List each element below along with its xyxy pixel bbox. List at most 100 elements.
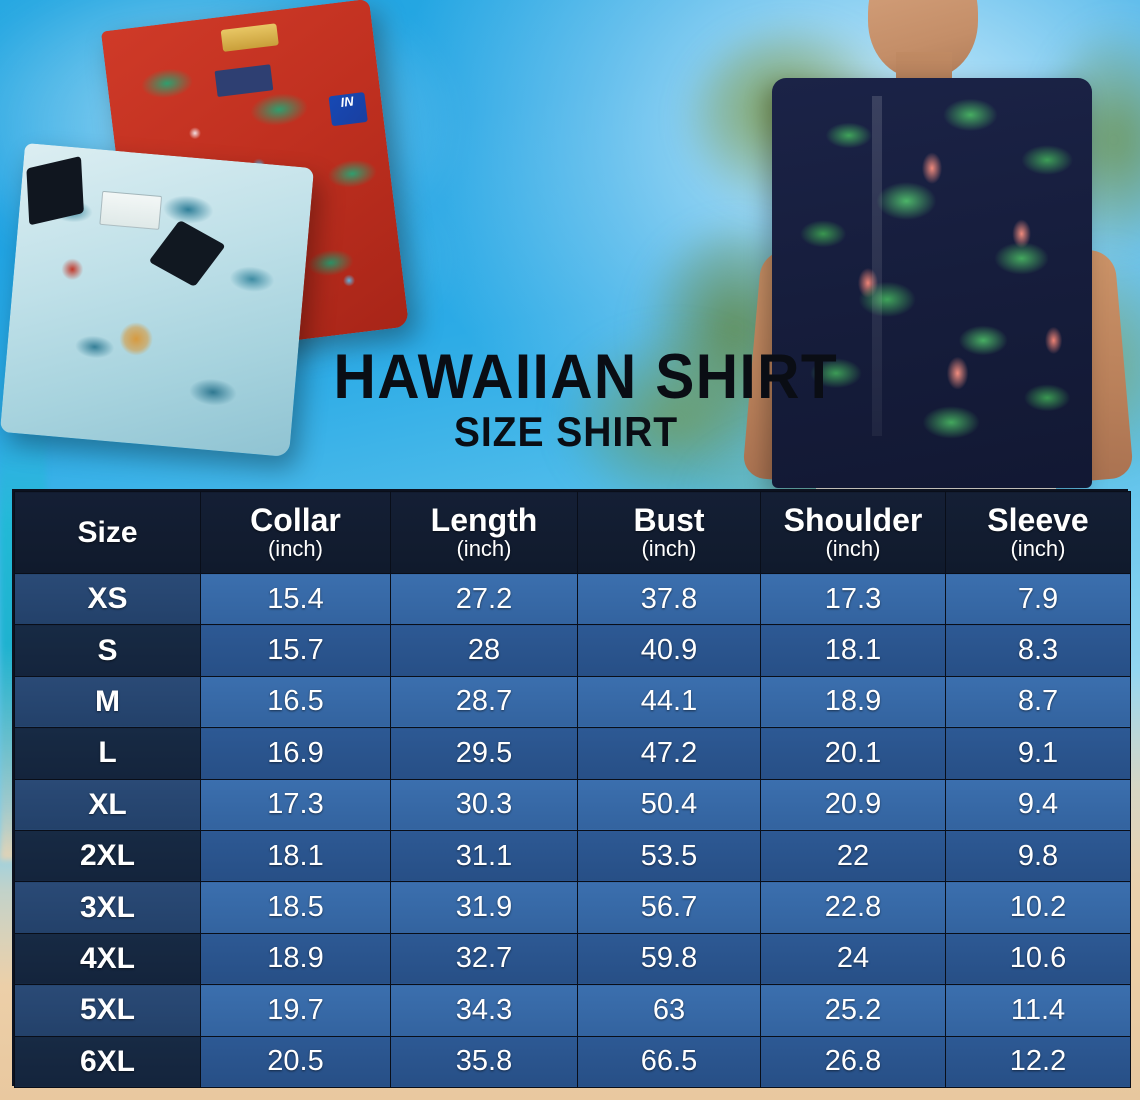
column-header-bust-unit: (inch) — [641, 535, 697, 561]
column-header-sleeve-label: Sleeve — [987, 501, 1089, 538]
cell-bust: 59.8 — [577, 932, 761, 986]
column-header-bust-label: Bust — [633, 501, 705, 538]
cell-length: 35.8 — [390, 1035, 578, 1088]
table-row: XS 15.4 27.2 37.8 17.3 7.9 — [14, 572, 1131, 626]
cell-length: 30.3 — [390, 778, 578, 831]
table-row: S 15.7 28 40.9 18.1 8.3 — [14, 624, 1131, 677]
cell-size: 3XL — [14, 881, 201, 934]
column-header-collar-label: Collar — [250, 501, 341, 538]
poster-title-block: HAWAIIAN SHIRT SIZE SHIRT — [316, 342, 839, 455]
cell-sleeve: 10.2 — [945, 881, 1131, 934]
table-row: L 16.9 29.5 47.2 20.1 9.1 — [14, 727, 1131, 780]
cell-size: 5XL — [14, 984, 201, 1037]
cell-size: S — [14, 624, 201, 677]
cell-collar: 18.9 — [200, 932, 391, 986]
column-header-sleeve-unit: (inch) — [1010, 535, 1066, 561]
column-header-shoulder: Shoulder (inch) — [760, 491, 946, 574]
cell-collar: 20.5 — [200, 1035, 391, 1088]
cell-collar: 16.9 — [200, 727, 391, 780]
cell-sleeve: 8.3 — [945, 624, 1131, 677]
cell-collar: 15.4 — [200, 572, 391, 626]
cell-bust: 66.5 — [577, 1035, 761, 1088]
cell-shoulder: 20.9 — [760, 778, 946, 831]
cell-bust: 53.5 — [577, 829, 761, 883]
cell-bust: 40.9 — [577, 624, 761, 677]
cell-sleeve: 10.6 — [945, 932, 1131, 986]
cell-size: 4XL — [14, 932, 201, 986]
folded-blue-hawaiian-shirt — [0, 142, 315, 458]
cell-length: 34.3 — [390, 984, 578, 1037]
table-body: XS 15.4 27.2 37.8 17.3 7.9 S 15.7 28 40.9 18.1 8.3 M… — [14, 572, 1131, 1088]
column-header-sleeve: Sleeve (inch) — [945, 491, 1131, 574]
cell-shoulder: 22.8 — [760, 881, 946, 934]
cell-collar: 16.5 — [200, 675, 391, 729]
cell-length: 29.5 — [390, 727, 578, 780]
size-chart-table: Size Collar (inch) Length (inch) Bust (i… — [14, 491, 1131, 1088]
cell-length: 31.9 — [390, 881, 578, 934]
cell-collar: 15.7 — [200, 624, 391, 677]
column-header-length-label: Length — [430, 501, 538, 538]
column-header-size-label: Size — [77, 515, 138, 549]
cell-length: 31.1 — [390, 829, 578, 883]
table-row: 4XL 18.9 32.7 59.8 24 10.6 — [14, 932, 1131, 986]
cell-size: M — [14, 675, 201, 729]
table-row: 6XL 20.5 35.8 66.5 26.8 12.2 — [14, 1035, 1131, 1088]
table-row: 3XL 18.5 31.9 56.7 22.8 10.2 — [14, 881, 1131, 934]
cell-shoulder: 25.2 — [760, 984, 946, 1037]
table-header-row: Size Collar (inch) Length (inch) Bust (i… — [14, 491, 1131, 574]
size-chart-table-container: Size Collar (inch) Length (inch) Bust (i… — [12, 489, 1131, 1088]
cell-length: 28.7 — [390, 675, 578, 729]
cell-sleeve: 7.9 — [945, 572, 1131, 626]
shirt-collar-right — [148, 219, 226, 287]
cell-size: 2XL — [14, 829, 201, 883]
cell-sleeve: 12.2 — [945, 1035, 1131, 1088]
cell-size: 6XL — [14, 1035, 201, 1088]
cell-bust: 63 — [577, 984, 761, 1037]
cell-shoulder: 26.8 — [760, 1035, 946, 1088]
cell-shoulder: 24 — [760, 932, 946, 986]
column-header-collar-unit: (inch) — [267, 535, 323, 561]
column-header-length: Length (inch) — [390, 491, 578, 574]
cell-length: 32.7 — [390, 932, 578, 986]
column-header-bust: Bust (inch) — [577, 491, 761, 574]
table-row: M 16.5 28.7 44.1 18.9 8.7 — [14, 675, 1131, 729]
shirt-button-placket — [872, 96, 882, 436]
column-header-shoulder-label: Shoulder — [783, 501, 923, 538]
shirt-collar-left — [26, 156, 84, 226]
cell-bust: 47.2 — [577, 727, 761, 780]
cell-shoulder: 17.3 — [760, 572, 946, 626]
cell-sleeve: 9.4 — [945, 778, 1131, 831]
cell-bust: 56.7 — [577, 881, 761, 934]
cell-shoulder: 18.9 — [760, 675, 946, 729]
cell-collar: 18.5 — [200, 881, 391, 934]
cell-shoulder: 18.1 — [760, 624, 946, 677]
shirt-neck-label — [214, 64, 274, 97]
cell-size: XS — [14, 572, 201, 626]
column-header-collar: Collar (inch) — [200, 491, 391, 574]
cell-size: XL — [14, 778, 201, 831]
cell-shoulder: 22 — [760, 829, 946, 883]
cell-bust: 37.8 — [577, 572, 761, 626]
cell-size: L — [14, 727, 201, 780]
table-row: 5XL 19.7 34.3 63 25.2 11.4 — [14, 984, 1131, 1037]
cell-length: 27.2 — [390, 572, 578, 626]
cell-length: 28 — [390, 624, 578, 677]
cell-sleeve: 9.8 — [945, 829, 1131, 883]
cell-bust: 50.4 — [577, 778, 761, 831]
cell-sleeve: 9.1 — [945, 727, 1131, 780]
page-subtitle: SIZE SHIRT — [453, 407, 679, 455]
table-header: Size Collar (inch) Length (inch) Bust (i… — [14, 491, 1131, 574]
cell-bust: 44.1 — [577, 675, 761, 729]
table-row: XL 17.3 30.3 50.4 20.9 9.4 — [14, 778, 1131, 831]
model-flamingo-shirt — [772, 78, 1092, 488]
shirt-chest-pocket — [99, 190, 163, 230]
page-title: HAWAIIAN SHIRT — [333, 342, 839, 412]
cell-shoulder: 20.1 — [760, 727, 946, 780]
column-header-length-unit: (inch) — [456, 535, 512, 561]
cell-collar: 17.3 — [200, 778, 391, 831]
table-row: 2XL 18.1 31.1 53.5 22 9.8 — [14, 829, 1131, 883]
cell-collar: 19.7 — [200, 984, 391, 1037]
column-header-shoulder-unit: (inch) — [825, 535, 881, 561]
column-header-size: Size — [14, 491, 201, 574]
